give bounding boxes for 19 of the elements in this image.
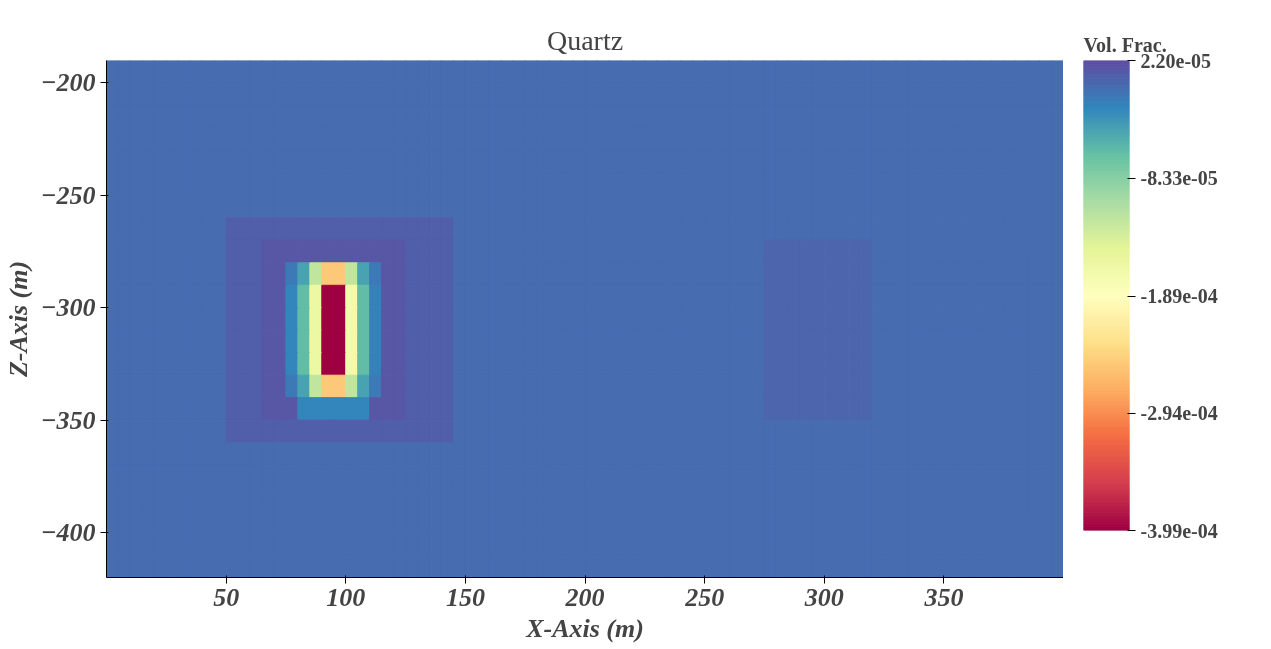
x-tick-label: 50: [213, 582, 240, 612]
color-bar-label: -2.94e-04: [1140, 402, 1218, 425]
y-tick-label: −250: [40, 180, 96, 210]
color-bar-label: -8.33e-05: [1140, 167, 1218, 190]
x-tick-label: 150: [445, 582, 485, 612]
y-tick-label: −400: [40, 518, 96, 548]
color-bar-label: -1.89e-04: [1140, 285, 1218, 308]
x-tick-label: 200: [564, 582, 605, 612]
y-tick-label: −300: [40, 293, 96, 323]
chart-title: Quartz: [546, 24, 624, 56]
color-bar-label: -3.99e-04: [1140, 519, 1218, 542]
x-tick-label: 250: [684, 582, 725, 612]
x-tick-label: 350: [923, 582, 964, 612]
y-tick-label: −350: [40, 405, 96, 435]
x-axis-title: X-Axis (m): [525, 613, 644, 643]
y-tick-label: −200: [40, 68, 96, 98]
y-axis-title: Z-Axis (m): [3, 260, 33, 379]
x-tick-label: 100: [326, 582, 366, 612]
x-tick-label: 300: [803, 582, 844, 612]
